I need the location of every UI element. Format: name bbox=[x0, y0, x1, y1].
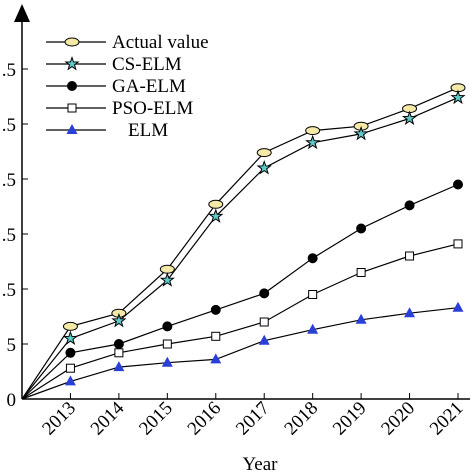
marker bbox=[259, 317, 269, 327]
y-axis-arrow bbox=[14, 4, 30, 22]
series-line bbox=[21, 87, 459, 400]
legend-label: ELM bbox=[128, 120, 168, 141]
marker bbox=[356, 223, 367, 234]
y-tick-label: .5 bbox=[2, 115, 16, 136]
marker bbox=[64, 55, 80, 71]
x-tick-label: 2017 bbox=[232, 398, 274, 440]
marker bbox=[159, 272, 175, 287]
series-line bbox=[21, 183, 459, 400]
legend-label: GA-ELM bbox=[112, 76, 186, 97]
marker bbox=[65, 347, 76, 358]
marker bbox=[65, 363, 75, 373]
marker bbox=[259, 288, 270, 299]
marker bbox=[210, 353, 222, 364]
marker bbox=[404, 307, 416, 318]
x-tick-label: 2021 bbox=[426, 398, 468, 440]
x-tick-label: 2020 bbox=[377, 398, 419, 440]
marker bbox=[159, 264, 175, 274]
marker bbox=[113, 361, 125, 372]
marker bbox=[453, 179, 463, 190]
marker bbox=[162, 321, 173, 332]
x-tick-label: 2016 bbox=[184, 398, 226, 440]
marker bbox=[62, 321, 78, 331]
marker bbox=[405, 251, 415, 261]
marker bbox=[208, 199, 224, 209]
marker bbox=[64, 375, 76, 386]
marker bbox=[353, 125, 369, 141]
marker bbox=[401, 110, 418, 126]
marker bbox=[355, 313, 367, 324]
x-tick-label: 2015 bbox=[135, 398, 177, 440]
marker bbox=[211, 331, 221, 341]
series-line bbox=[21, 97, 459, 400]
marker bbox=[162, 339, 172, 349]
legend-label: Actual value bbox=[112, 32, 209, 53]
marker bbox=[62, 330, 79, 346]
x-tick-label: 2018 bbox=[280, 398, 322, 440]
y-tick-label: .5 bbox=[2, 60, 16, 81]
marker bbox=[305, 126, 321, 136]
marker bbox=[453, 239, 463, 249]
marker bbox=[256, 159, 272, 175]
marker bbox=[210, 304, 221, 315]
marker bbox=[307, 253, 318, 264]
marker bbox=[114, 348, 124, 358]
marker bbox=[307, 323, 319, 334]
marker bbox=[208, 208, 224, 223]
marker bbox=[356, 268, 366, 277]
marker bbox=[452, 301, 464, 312]
marker bbox=[404, 200, 415, 211]
x-tick-label: 2014 bbox=[87, 397, 129, 439]
legend-label: PSO-ELM bbox=[112, 98, 193, 119]
marker bbox=[256, 148, 272, 158]
y-tick-label: .5 bbox=[2, 280, 16, 301]
x-tick-label: 2013 bbox=[38, 398, 80, 440]
marker bbox=[67, 103, 77, 113]
marker bbox=[450, 89, 466, 105]
marker bbox=[67, 81, 77, 91]
y-tick-label: .5 bbox=[2, 225, 16, 246]
x-axis-label: Year bbox=[242, 454, 278, 474]
marker bbox=[66, 124, 78, 134]
series-line bbox=[21, 243, 459, 400]
legend-label: CS-ELM bbox=[112, 54, 182, 75]
x-tick-label: 2019 bbox=[329, 398, 371, 440]
marker bbox=[161, 356, 173, 367]
series-line bbox=[21, 307, 459, 400]
marker bbox=[64, 37, 80, 47]
marker bbox=[305, 134, 321, 150]
y-tick-label: 5 bbox=[7, 335, 17, 356]
marker bbox=[308, 290, 318, 299]
marker bbox=[111, 312, 127, 328]
y-tick-label: 0 bbox=[7, 390, 17, 411]
marker bbox=[113, 339, 124, 349]
y-tick-label: .5 bbox=[2, 170, 16, 191]
marker bbox=[258, 334, 270, 345]
